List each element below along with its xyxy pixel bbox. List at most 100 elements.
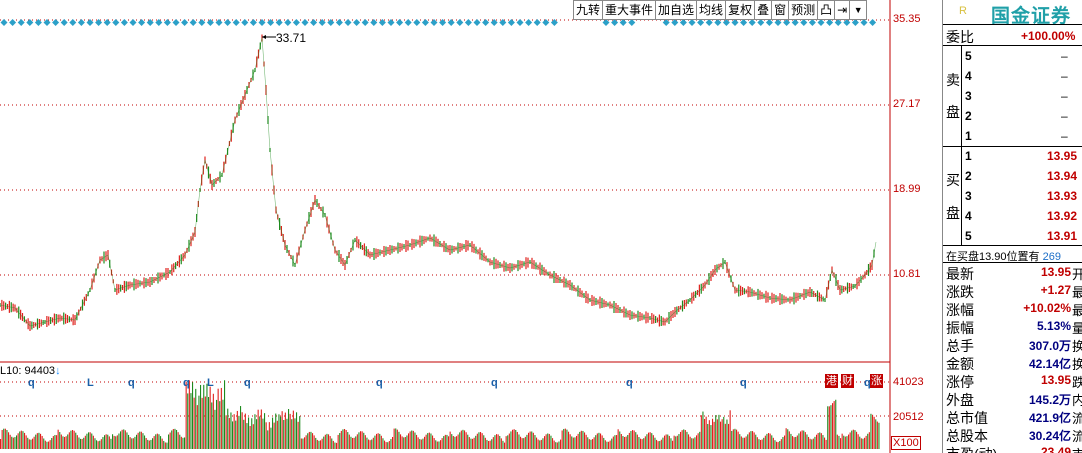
volume-bar (304, 437, 306, 449)
event-marker[interactable]: q (128, 377, 135, 389)
volume-bar (454, 436, 456, 449)
jiuzhuan-button[interactable]: 九转 (573, 0, 604, 20)
limit-up-tag[interactable]: 涨 (870, 374, 883, 388)
volume-bar (558, 441, 560, 449)
volume-bar (523, 438, 525, 449)
volume-bar (518, 434, 520, 449)
volume-bar (262, 418, 264, 449)
volume-bar (150, 439, 152, 449)
volume-bar (233, 414, 235, 449)
weibi-value: +100.00% (1021, 29, 1076, 43)
volume-bar (316, 439, 318, 449)
event-diamond-icon (172, 19, 180, 26)
volume-bar (440, 440, 442, 449)
volume-bar (612, 436, 614, 449)
volume-bar (232, 421, 234, 449)
volume-bar (547, 433, 549, 449)
kline-chart[interactable]: 九转 重大事件 加自选 均线 复权 叠 窗 预测 凸 ⇥ ▼ 35.35 27.… (0, 0, 942, 453)
volume-axis-label: 41023 (893, 376, 924, 388)
event-marker[interactable]: q (183, 377, 190, 389)
volume-bar (369, 440, 371, 449)
overlay-button[interactable]: 叠 (755, 0, 773, 20)
volume-bar (502, 440, 504, 449)
volume-bar (140, 431, 142, 449)
add-watchlist-button[interactable]: 加自选 (656, 0, 698, 20)
volume-bar (275, 413, 277, 449)
volume-bar (435, 440, 437, 449)
volume-bar (310, 431, 312, 449)
volume-bar (768, 433, 770, 449)
event-diamond-icon (688, 19, 696, 26)
event-marker[interactable]: q (376, 377, 383, 389)
volume-bar (876, 421, 878, 449)
volume-bar (171, 430, 173, 449)
volume-bar (419, 439, 421, 449)
event-diamond-icon (817, 19, 825, 26)
volume-bar (318, 440, 320, 449)
finance-tag[interactable]: 财 (841, 374, 854, 388)
volume-bar (294, 418, 296, 449)
volume-bar (564, 428, 566, 449)
volume-bar (552, 438, 554, 449)
event-marker[interactable]: q (491, 377, 498, 389)
stat-label: 最新 (946, 266, 974, 282)
event-marker[interactable]: q (626, 377, 633, 389)
volume-bar (819, 432, 821, 449)
stat-label: 总市值 (946, 410, 988, 426)
event-marker[interactable]: q (28, 377, 35, 389)
event-marker[interactable]: q (864, 377, 871, 389)
volume-bar (452, 436, 454, 449)
event-diamond-icon (834, 19, 842, 26)
jump-end-icon[interactable]: ⇥ (835, 0, 851, 20)
volume-bar (134, 436, 136, 449)
volume-bar (11, 436, 13, 449)
volume-bar (3, 428, 5, 449)
stat-tail-label: 流 (1072, 426, 1082, 445)
price-axis-label: 35.35 (893, 13, 921, 25)
chevron-down-icon[interactable]: ▼ (850, 0, 868, 20)
chart-canvas[interactable] (0, 0, 942, 453)
event-diamond-icon (808, 19, 816, 26)
volume-bar (785, 428, 787, 449)
shape-icon[interactable]: 凸 (818, 0, 836, 20)
volume-bar (225, 415, 227, 449)
volume-bar (264, 413, 266, 449)
event-diamond-icon (224, 19, 232, 26)
event-marker[interactable]: L (207, 377, 214, 389)
volume-bar (142, 433, 144, 449)
hk-connect-tag[interactable]: 港 (825, 374, 838, 388)
volume-bar (627, 435, 629, 449)
volume-bar (705, 416, 707, 449)
volume-bar (30, 439, 32, 449)
volume-bar (683, 429, 685, 449)
volume-bar (355, 436, 357, 449)
volume-bar (504, 442, 506, 449)
adjust-button[interactable]: 复权 (726, 0, 756, 20)
major-events-button[interactable]: 重大事件 (603, 0, 657, 20)
event-marker[interactable]: q (740, 377, 747, 389)
volume-bar (443, 436, 445, 449)
moving-average-button[interactable]: 均线 (697, 0, 727, 20)
volume-bar (57, 429, 59, 449)
volume-bar (427, 433, 429, 449)
volume-bar (756, 437, 758, 449)
volume-bar (636, 434, 638, 449)
event-diamond-icon (69, 19, 77, 26)
volume-bar (193, 397, 195, 449)
volume-bar (691, 438, 693, 449)
volume-bar (641, 439, 643, 449)
event-marker[interactable]: q (244, 377, 251, 389)
volume-bar (580, 430, 582, 449)
volume-bar (347, 432, 349, 449)
volume-bar (822, 435, 824, 449)
volume-bar (286, 418, 288, 449)
volume-bar (321, 438, 323, 449)
volume-bar (868, 432, 870, 449)
forecast-button[interactable]: 预测 (789, 0, 819, 20)
volume-bar (328, 434, 330, 449)
event-marker[interactable]: L (87, 377, 94, 389)
volume-bar (704, 418, 706, 449)
window-button[interactable]: 窗 (772, 0, 790, 20)
volume-bar (646, 434, 648, 449)
stat-label: 总手 (946, 338, 974, 354)
